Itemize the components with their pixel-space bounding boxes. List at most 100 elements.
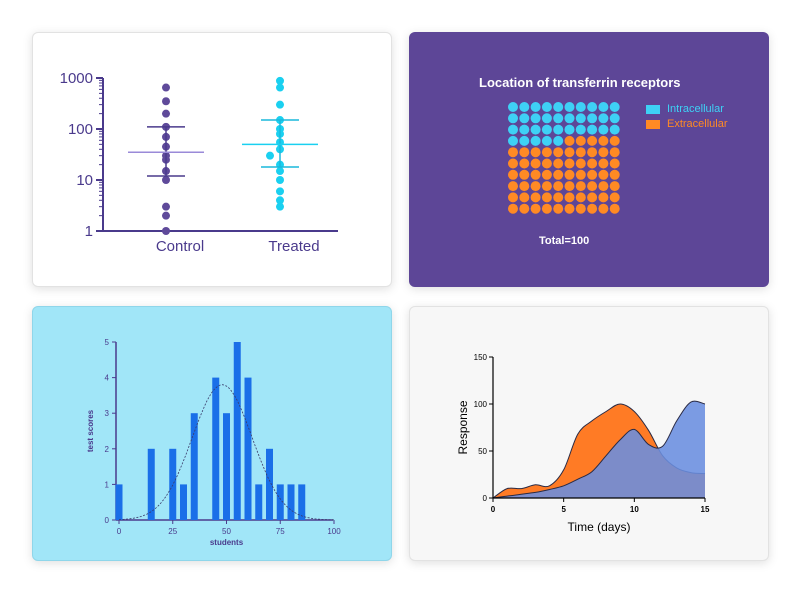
intracellular-dot: [553, 113, 564, 124]
legend-extracellular: Extracellular: [646, 118, 728, 130]
histogram-bar: [147, 448, 155, 520]
histogram-bar: [298, 484, 306, 520]
x-axis-label: students: [210, 538, 244, 547]
data-point: [276, 83, 284, 92]
extracellular-dot: [530, 203, 541, 214]
intracellular-dot: [530, 135, 541, 146]
extracellular-dot: [575, 147, 586, 158]
extracellular-dot: [609, 158, 620, 169]
area-chart-panel: 0 50 100 150 0 5 10 15 Time (days) Response: [409, 306, 769, 561]
extracellular-dot: [530, 192, 541, 203]
y-axis-label: Response: [456, 400, 470, 454]
intracellular-dot: [519, 124, 530, 135]
y-tick-label: 1: [105, 480, 110, 489]
y-tick-label: 0: [483, 494, 488, 503]
extracellular-dot: [587, 203, 598, 214]
extracellular-dot: [564, 158, 575, 169]
extracellular-dot: [609, 192, 620, 203]
data-point: [266, 151, 274, 160]
legend-label-intracellular: Intracellular: [667, 103, 724, 115]
data-point: [162, 227, 170, 235]
legend-intracellular: Intracellular: [646, 103, 724, 115]
data-point: [162, 83, 170, 92]
extracellular-dot: [598, 135, 609, 146]
data-point: [162, 97, 170, 106]
histogram-bar: [223, 413, 230, 520]
blue-area: [493, 401, 705, 498]
dot-plot-chart: 1 10 100 1000 Control Treated: [60, 70, 338, 255]
extracellular-dot: [587, 158, 598, 169]
histogram-bar: [266, 448, 273, 520]
histogram-bar: [244, 377, 252, 520]
intracellular-dot: [575, 124, 586, 135]
intracellular-dot: [530, 124, 541, 135]
intracellular-dot: [541, 124, 552, 135]
extracellular-dot: [519, 147, 530, 158]
extracellular-dot: [508, 192, 518, 203]
extracellular-dot: [564, 147, 575, 158]
histogram-bar: [212, 377, 220, 520]
extracellular-dot: [541, 192, 552, 203]
x-tick-label: 25: [168, 527, 177, 536]
extracellular-dot: [564, 203, 575, 214]
intracellular-dot: [609, 102, 620, 112]
intracellular-dot: [564, 124, 575, 135]
histogram-bar: [180, 484, 187, 520]
y-tick-label: 100: [68, 121, 93, 138]
extracellular-dot: [530, 169, 541, 180]
extracellular-dot: [575, 203, 586, 214]
data-point: [276, 187, 284, 196]
extracellular-dot: [553, 147, 564, 158]
intracellular-dot: [519, 135, 530, 146]
intracellular-dot: [508, 135, 518, 146]
extracellular-dot: [519, 158, 530, 169]
x-tick-label: 15: [701, 505, 710, 514]
extracellular-dot: [519, 192, 530, 203]
extracellular-dot: [598, 169, 609, 180]
histogram-bar: [276, 484, 284, 520]
y-axis-label: test scores: [86, 409, 95, 452]
extracellular-dot: [508, 181, 518, 192]
extracellular-dot: [609, 203, 620, 214]
x-tick-label: 50: [222, 527, 231, 536]
extracellular-dot: [541, 158, 552, 169]
intracellular-dot: [541, 102, 552, 112]
histogram-bar: [287, 484, 295, 520]
y-tick-label: 1: [85, 223, 93, 240]
blue-area-outline: [492, 400, 706, 499]
data-point: [276, 196, 284, 205]
intracellular-dot: [508, 102, 518, 112]
extracellular-dot: [587, 135, 598, 146]
histogram-bar: [190, 413, 198, 520]
extracellular-dot: [598, 181, 609, 192]
parts-of-whole-panel: Location of transferrin receptors Intrac…: [409, 32, 769, 287]
data-point: [276, 202, 284, 211]
extracellular-dot: [609, 135, 620, 146]
intracellular-dot: [508, 124, 518, 135]
y-tick-label: 0: [105, 516, 110, 525]
legend-label-extracellular: Extracellular: [667, 118, 728, 130]
extracellular-dot: [519, 181, 530, 192]
extracellular-dot: [541, 169, 552, 180]
extracellular-dot: [553, 181, 564, 192]
x-category-label: Control: [156, 238, 204, 255]
intracellular-dot: [598, 102, 609, 112]
y-tick-label: 100: [474, 400, 488, 409]
intracellular-dot: [508, 113, 518, 124]
extracellular-dot: [508, 203, 518, 214]
histogram-bar: [255, 484, 263, 520]
data-point: [162, 211, 170, 220]
y-tick-label: 10: [76, 172, 93, 189]
x-tick-label: 0: [491, 505, 496, 514]
intracellular-dot: [575, 113, 586, 124]
data-point: [162, 202, 170, 211]
y-tick-label: 4: [105, 374, 110, 383]
extracellular-dot: [541, 203, 552, 214]
area-chart: 0 50 100 150 0 5 10 15 Time (days) Response: [456, 353, 710, 534]
histogram-bar: [233, 342, 241, 520]
intracellular-dot: [564, 113, 575, 124]
total-label: Total=100: [539, 235, 590, 247]
extracellular-dot: [575, 158, 586, 169]
legend-swatch-intracellular: [646, 104, 660, 114]
